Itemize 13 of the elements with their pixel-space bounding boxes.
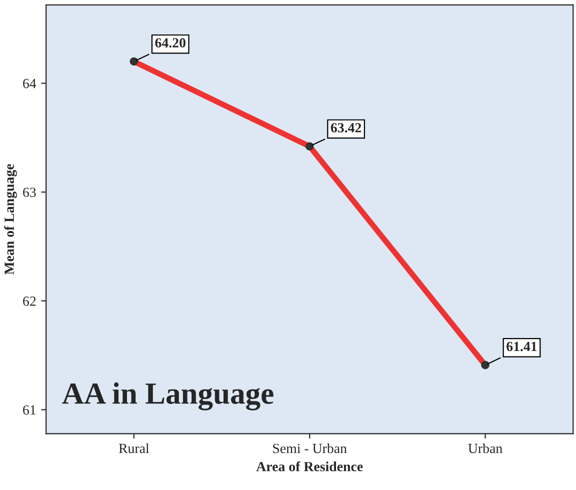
y-axis-title: Mean of Language — [4, 164, 17, 275]
y-tick-label: 64 — [23, 78, 36, 88]
y-tick-label: 61 — [23, 405, 36, 415]
y-tick-label: 62 — [23, 296, 36, 306]
x-tick-label: Urban — [468, 443, 502, 454]
x-tick-label: Semi - Urban — [273, 443, 347, 454]
data-label: 61.41 — [506, 342, 537, 352]
y-tick-label: 63 — [23, 188, 36, 198]
data-label: 63.42 — [330, 123, 362, 132]
data-label: 64.20 — [155, 38, 186, 48]
x-axis-title: Area of Residence — [256, 461, 363, 472]
annotation: AA in Language — [62, 382, 274, 410]
x-tick-label: Rural — [118, 443, 150, 454]
